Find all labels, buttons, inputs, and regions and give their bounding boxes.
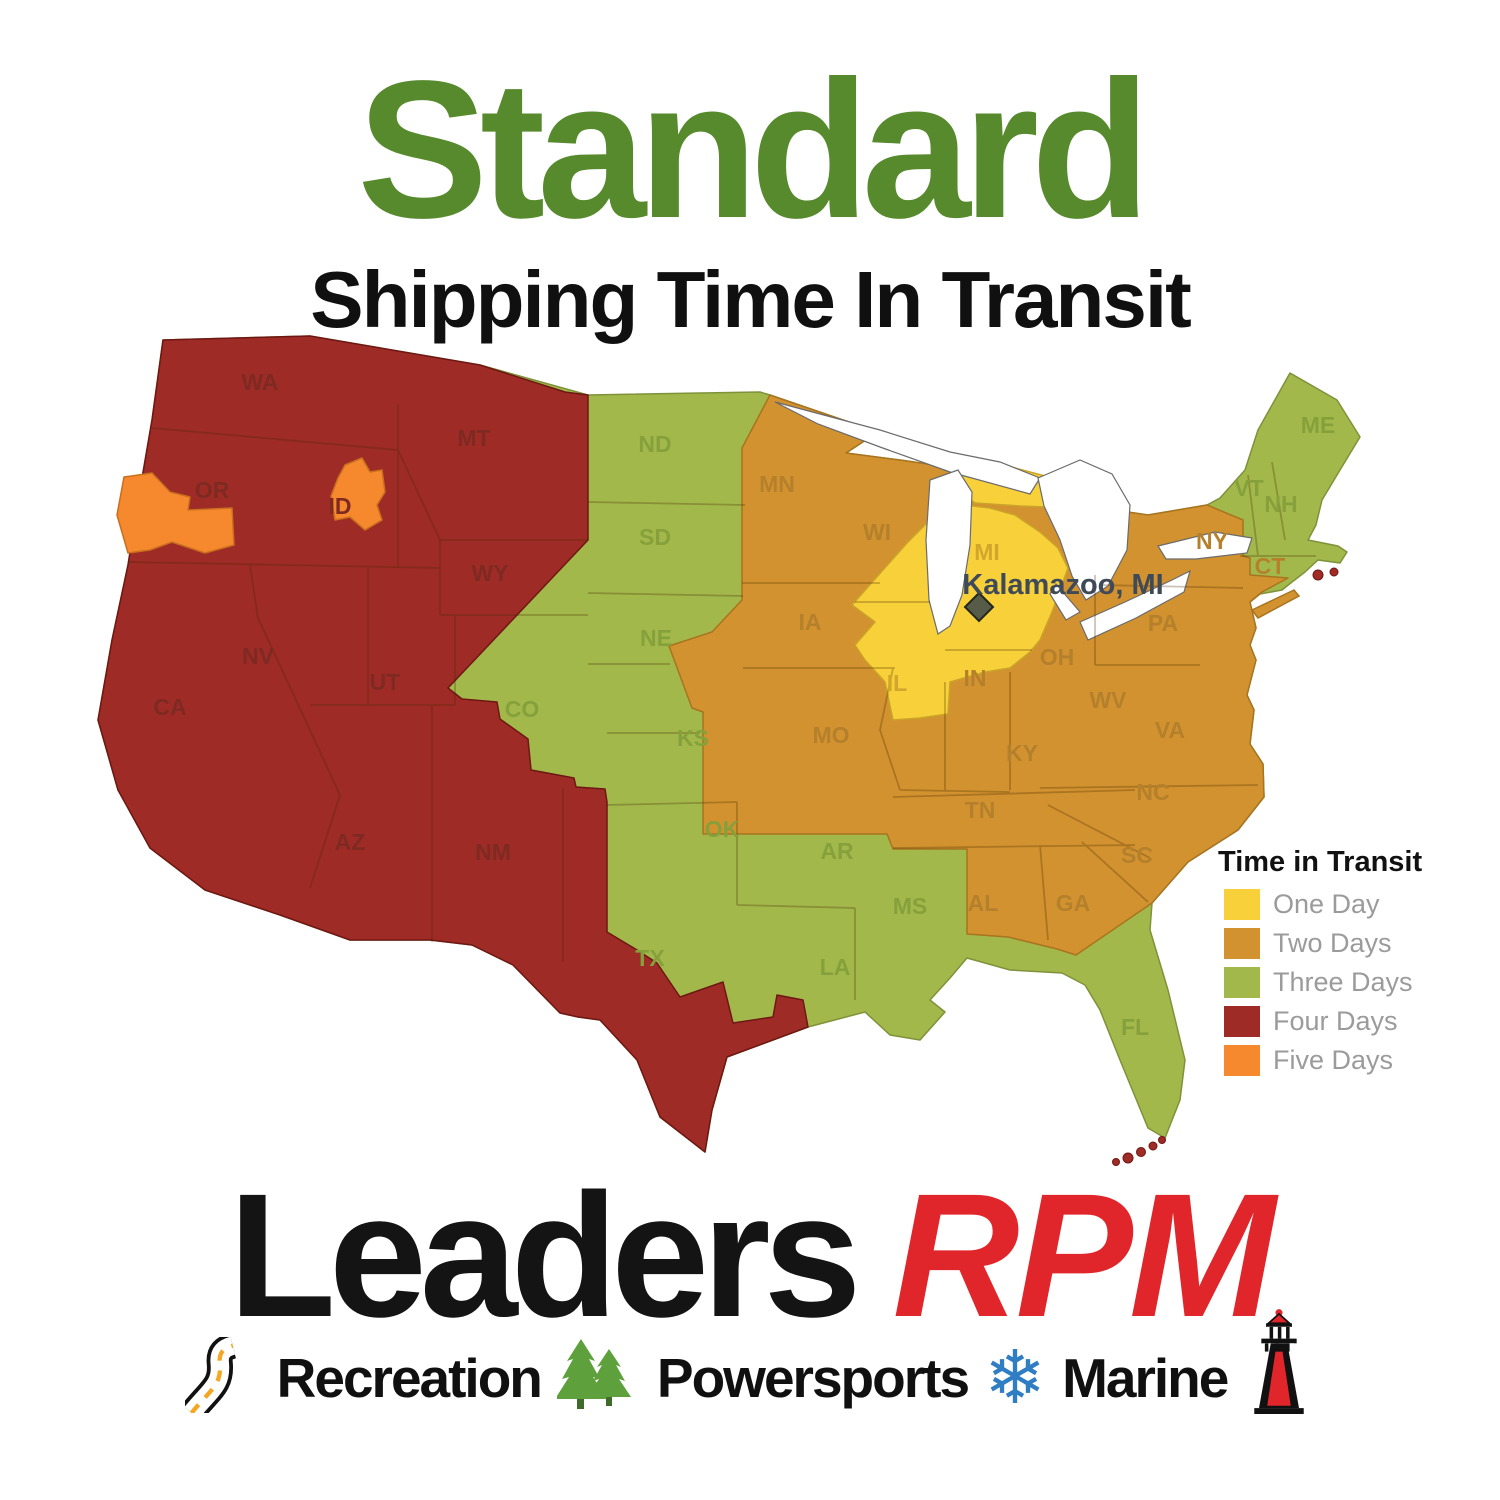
three-days-swatch (1224, 967, 1260, 998)
region-four-days (97, 335, 809, 1153)
page-title: Standard (357, 40, 1150, 259)
state-label-ks: KS (677, 725, 709, 751)
legend-label: Four Days (1273, 1006, 1398, 1036)
state-label-sc: SC (1121, 842, 1153, 868)
state-label-tx: TX (635, 945, 665, 971)
state-label-ar: AR (820, 838, 854, 864)
state-label-fl: FL (1121, 1014, 1149, 1040)
state-label-la: LA (820, 954, 851, 980)
brand-rpm: RPM (892, 1158, 1275, 1354)
state-label-mn: MN (759, 471, 795, 497)
legend-row-three-days: Three Days (1224, 967, 1500, 998)
state-label-tn: TN (965, 797, 996, 823)
lake-michigan (925, 469, 973, 635)
state-label-oh: OH (1040, 644, 1075, 670)
two-days-swatch (1224, 928, 1260, 959)
state-label-pa: PA (1148, 610, 1178, 636)
brand-tagline: Recreation Powersports ❄ Marine (0, 1309, 1500, 1422)
state-label-wi: WI (863, 519, 891, 545)
state-label-or: OR (195, 477, 230, 503)
origin-diamond-marker (963, 591, 995, 623)
region-five-days-idaho (330, 457, 386, 531)
region-two-days-long-island (1250, 589, 1301, 619)
lake-huron (1037, 459, 1131, 601)
state-label-ok: OK (705, 816, 740, 842)
state-label-me: ME (1301, 412, 1336, 438)
four-days-swatch (1224, 1006, 1260, 1037)
state-label-ut: UT (370, 669, 401, 695)
five-days-swatch (1224, 1045, 1260, 1076)
legend: Time in Transit One Day Two Days Three D… (1212, 846, 1500, 1084)
tagline-marine: Marine (1062, 1346, 1229, 1409)
state-label-nm: NM (475, 839, 511, 865)
state-label-ne: NE (640, 625, 672, 651)
state-labels-layer: WA MT OR ID WY NV UT CA AZ NM CO ND SD NE KS OK TX AR LA MS… (153, 369, 1335, 1040)
origin-label: Kalamazoo, MI (962, 569, 1163, 601)
saginaw-bay (1049, 582, 1081, 621)
brand-wordmark: Leaders RPM (0, 1168, 1500, 1344)
state-label-sd: SD (639, 524, 671, 550)
snowflake-icon: ❄ (984, 1334, 1047, 1421)
state-label-va: VA (1155, 717, 1185, 743)
cape-islands-dots (1312, 567, 1339, 581)
state-label-al: AL (968, 890, 999, 916)
legend-label: Five Days (1273, 1045, 1394, 1075)
legend-row-four-days: Four Days (1224, 1006, 1500, 1037)
lake-ontario (1157, 531, 1253, 560)
legend-title: Time in Transit (1218, 846, 1423, 878)
state-label-az: AZ (335, 829, 366, 855)
state-label-il: IL (887, 670, 907, 696)
one-day-swatch (1224, 889, 1260, 920)
state-label-wy: WY (471, 560, 508, 586)
region-five-days-oregon (116, 472, 235, 554)
state-borders (127, 404, 1316, 1000)
state-label-ca: CA (153, 694, 186, 720)
state-label-ky: KY (1006, 740, 1038, 766)
state-label-id: ID (329, 493, 352, 519)
lake-erie (1079, 569, 1191, 641)
road-icon (181, 1333, 261, 1422)
state-label-ms: MS (893, 893, 928, 919)
florida-keys-dots (1112, 1136, 1166, 1166)
lighthouse-icon (1243, 1308, 1315, 1419)
lake-superior (774, 401, 1041, 495)
state-label-vt: VT (1234, 475, 1263, 501)
region-one-day-michigan (851, 504, 1069, 721)
state-label-co: CO (505, 696, 540, 722)
legend-label: Two Days (1273, 928, 1392, 958)
legend-row-one-day: One Day (1224, 889, 1500, 920)
state-label-ia: IA (799, 609, 822, 635)
legend-row-two-days: Two Days (1224, 928, 1500, 959)
state-label-nv: NV (242, 643, 275, 669)
state-label-ny: NY (1196, 528, 1228, 554)
state-label-ga: GA (1056, 890, 1091, 916)
state-label-nd: ND (638, 431, 671, 457)
state-label-wv: WV (1089, 687, 1127, 713)
brand-leaders: Leaders (228, 1158, 861, 1354)
great-lakes (774, 401, 1253, 641)
state-label-mo: MO (812, 722, 849, 748)
state-label-mt: MT (457, 425, 490, 451)
legend-label: One Day (1273, 889, 1380, 919)
tagline-powersports: Powersports (656, 1346, 970, 1409)
state-label-mi: MI (974, 539, 1000, 565)
legend-row-five-days: Five Days (1224, 1045, 1500, 1076)
page-subtitle: Shipping Time In Transit (310, 255, 1192, 344)
state-label-nh: NH (1264, 491, 1297, 517)
state-label-wa: WA (241, 369, 278, 395)
state-label-ct: CT (1255, 553, 1286, 579)
tagline-recreation: Recreation (276, 1346, 543, 1409)
legend-label: Three Days (1273, 967, 1413, 997)
pine-trees-icon (554, 1337, 641, 1418)
state-label-in: IN (964, 665, 987, 691)
state-label-nc: NC (1136, 779, 1169, 805)
